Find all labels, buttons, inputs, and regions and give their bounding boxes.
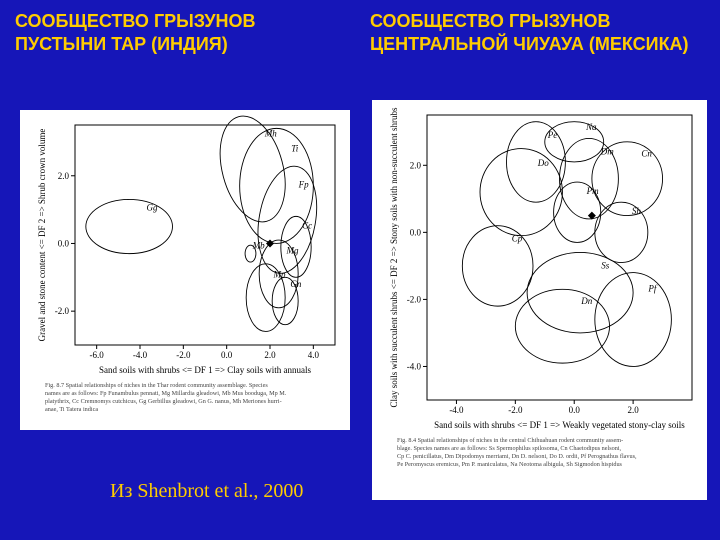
right-chart-svg: -4.0 -2.0 0.0 2.0 -4.0 -2.0 0.0 2.0 Sand soils w…: [372, 100, 707, 500]
right-chart-panel: -4.0 -2.0 0.0 2.0 -4.0 -2.0 0.0 2.0 Sand soils w…: [372, 100, 707, 500]
svg-text:Pm: Pm: [586, 186, 599, 196]
svg-text:platythrix, Cc Cremnomys cutch: platythrix, Cc Cremnomys cutchicus, Gg G…: [45, 398, 282, 405]
svg-text:-4.0: -4.0: [407, 361, 422, 371]
title-left: СООБЩЕСТВО ГРЫЗУНОВ ПУСТЫНИ ТАР (ИНДИЯ): [15, 10, 335, 55]
svg-text:Clay soils with succulent shru: Clay soils with succulent shrubs <= DF 2…: [389, 107, 399, 408]
svg-text:Mh: Mh: [264, 129, 277, 139]
svg-text:Fp: Fp: [298, 179, 309, 189]
svg-text:blage. Species names are as fo: blage. Species names are as follows: Ss …: [397, 445, 622, 452]
svg-text:Gn: Gn: [290, 279, 301, 289]
svg-text:Cp: Cp: [512, 234, 523, 244]
svg-text:-2.0: -2.0: [508, 405, 523, 415]
title-right: СООБЩЕСТВО ГРЫЗУНОВ ЦЕНТРАЛЬНОЙ ЧИУАУА (…: [370, 10, 710, 55]
svg-text:-2.0: -2.0: [176, 350, 191, 360]
svg-text:anae, Ti Tatera indica: anae, Ti Tatera indica: [45, 406, 98, 413]
svg-text:2.0: 2.0: [627, 405, 639, 415]
svg-text:Mg: Mg: [285, 246, 298, 256]
svg-text:0.0: 0.0: [221, 350, 233, 360]
svg-text:Cn: Cn: [641, 149, 652, 159]
svg-text:Sh: Sh: [632, 206, 642, 216]
svg-text:2.0: 2.0: [410, 160, 422, 170]
svg-text:Cp C. penicillatus, Dm Dipodom: Cp C. penicillatus, Dm Dipodomys merriam…: [397, 453, 637, 460]
svg-text:Ti: Ti: [291, 143, 299, 153]
svg-text:Ss: Ss: [601, 261, 610, 271]
svg-text:Dn: Dn: [580, 296, 592, 306]
svg-text:0.0: 0.0: [410, 227, 422, 237]
svg-text:0.0: 0.0: [58, 238, 70, 248]
svg-text:Mb: Mb: [252, 241, 265, 251]
svg-text:2.0: 2.0: [264, 350, 276, 360]
svg-text:Pe: Pe: [547, 130, 558, 140]
svg-text:0.0: 0.0: [569, 405, 581, 415]
svg-text:Do: Do: [537, 158, 549, 168]
left-chart-svg: -6.0 -4.0 -2.0 0.0 2.0 4.0 -2.0 0.0 2.0 Sand soil…: [20, 110, 350, 430]
svg-text:2.0: 2.0: [58, 171, 70, 181]
svg-text:-2.0: -2.0: [407, 294, 422, 304]
svg-text:Pf: Pf: [647, 283, 657, 293]
svg-text:-4.0: -4.0: [133, 350, 148, 360]
svg-text:Pe Peromyscus eremicus, Pm P.: Pe Peromyscus eremicus, Pm P. maniculatu…: [397, 461, 623, 468]
svg-text:Sand soils with shrubs <= DF 1: Sand soils with shrubs <= DF 1 => Clay s…: [99, 365, 312, 375]
svg-text:Fig. 8.4 Spatial relationship: Fig. 8.4 Spatial relationships of niches…: [397, 437, 623, 444]
svg-text:-2.0: -2.0: [55, 306, 70, 316]
svg-text:Cc: Cc: [302, 221, 312, 231]
svg-text:-6.0: -6.0: [90, 350, 105, 360]
svg-text:-4.0: -4.0: [449, 405, 464, 415]
svg-text:Fig. 8.7 Spatial relationship: Fig. 8.7 Spatial relationships of niches…: [45, 382, 268, 389]
left-chart-panel: -6.0 -4.0 -2.0 0.0 2.0 4.0 -2.0 0.0 2.0 Sand soil…: [20, 110, 350, 430]
svg-text:Na: Na: [585, 122, 597, 132]
citation: Из Shenbrot et al., 2000: [110, 480, 303, 503]
svg-text:Sand soils with shrubs <= DF 1: Sand soils with shrubs <= DF 1 => Weakly…: [434, 420, 685, 430]
svg-text:4.0: 4.0: [308, 350, 320, 360]
svg-text:names are as follows: Fp Funam: names are as follows: Fp Funambulus penn…: [45, 390, 287, 397]
svg-text:Gravel and stone content <= DF: Gravel and stone content <= DF 2 => Shru…: [37, 129, 47, 342]
svg-text:Gg: Gg: [147, 202, 158, 212]
